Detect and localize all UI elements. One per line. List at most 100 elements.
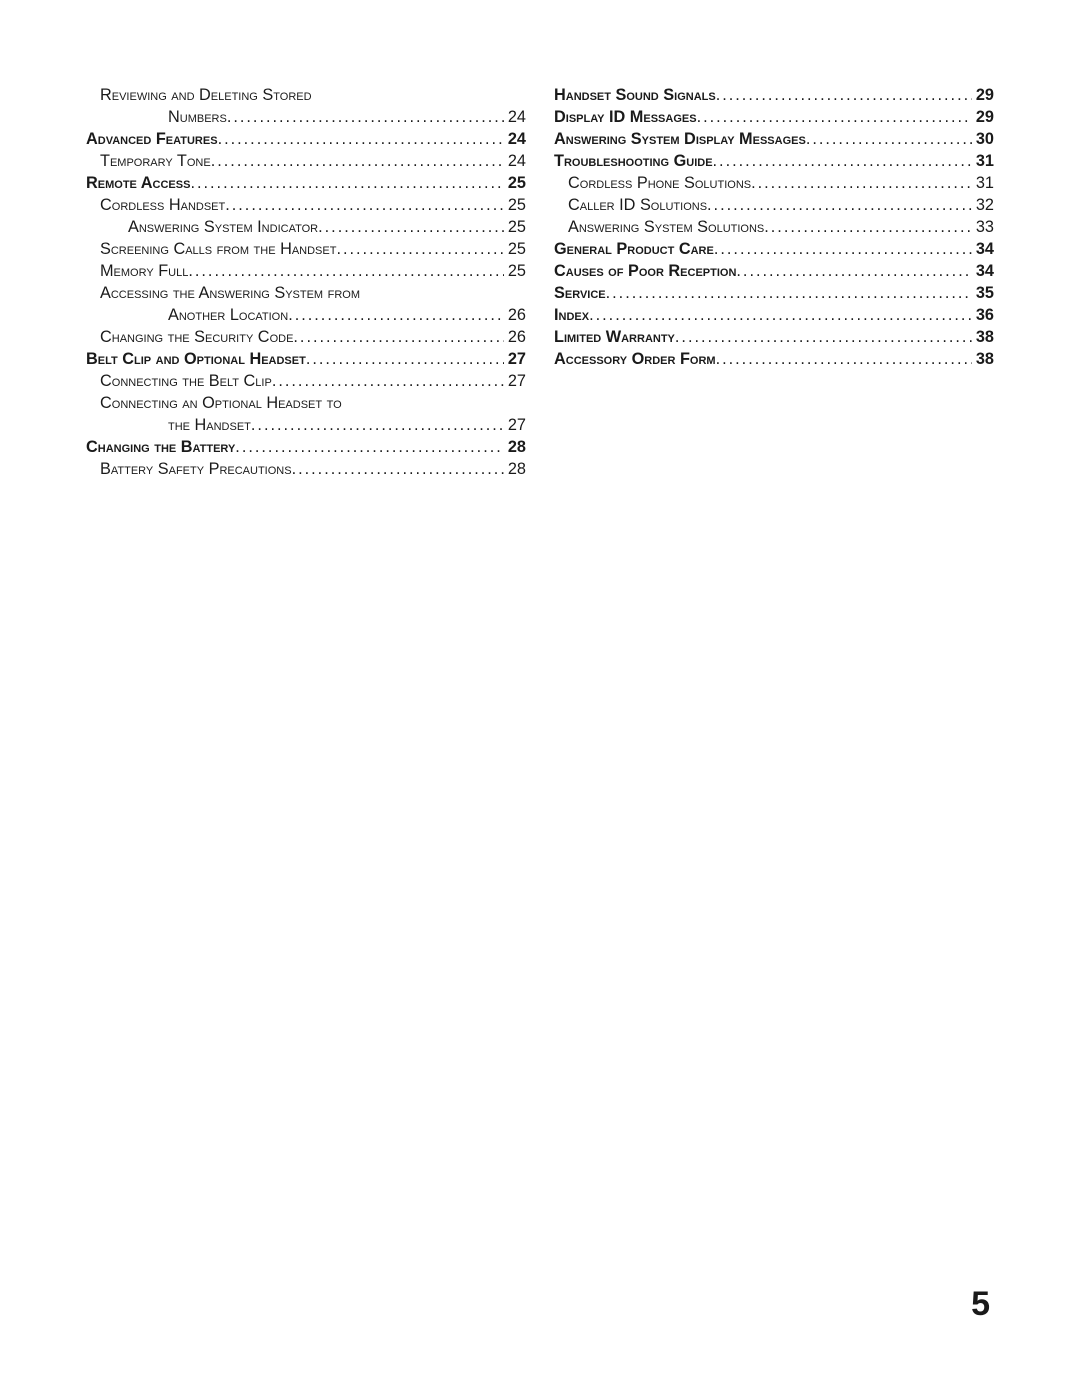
toc-leader (225, 194, 504, 216)
toc-entry: General Product Care 34 (554, 238, 994, 260)
toc-leader (589, 304, 972, 326)
toc-entry: Accessing the Answering System from (86, 282, 526, 304)
toc-entry-text: Display ID Messages (554, 106, 697, 128)
toc-entry-text: Remote Access (86, 172, 190, 194)
toc-entry-page: 24 (504, 150, 526, 172)
toc-entry-text: Connecting an Optional Headset to (100, 392, 342, 414)
toc-leader (272, 370, 504, 392)
toc-entry-page: 24 (504, 106, 526, 128)
toc-entry-page: 28 (504, 436, 526, 458)
toc-entry-text: Handset Sound Signals (554, 84, 716, 106)
toc-column-right: Handset Sound Signals 29Display ID Messa… (554, 84, 994, 480)
toc-leader (218, 128, 504, 150)
toc-entry: the Handset 27 (86, 414, 526, 436)
toc-leader (190, 172, 503, 194)
toc-entry: Advanced Features 24 (86, 128, 526, 150)
toc-entry: Remote Access 25 (86, 172, 526, 194)
toc-entry: Index 36 (554, 304, 994, 326)
toc-entry-page: 29 (972, 106, 994, 128)
toc-leader (251, 414, 504, 436)
toc-entry: Temporary Tone 24 (86, 150, 526, 172)
toc-entry: Answering System Indicator 25 (86, 216, 526, 238)
toc-entry-text: Changing the Security Code (100, 326, 293, 348)
toc-entry-page: 31 (972, 150, 994, 172)
toc-entry-text: Battery Safety Precautions (100, 458, 292, 480)
toc-leader (235, 436, 504, 458)
toc-leader (293, 326, 503, 348)
toc-entry-page: 28 (504, 458, 526, 480)
toc-entry-text: Accessory Order Form (554, 348, 716, 370)
toc-entry-text: Limited Warranty (554, 326, 675, 348)
toc-entry-page: 25 (504, 260, 526, 282)
toc-entry: Battery Safety Precautions 28 (86, 458, 526, 480)
toc-entry-page: 29 (972, 84, 994, 106)
toc-entry-text: Another Location (168, 304, 288, 326)
toc-entry-page: 27 (504, 348, 526, 370)
toc-entry: Belt Clip and Optional Headset 27 (86, 348, 526, 370)
toc-entry-page: 35 (972, 282, 994, 304)
toc-entry-text: Caller ID Solutions (568, 194, 707, 216)
toc-entry: Memory Full 25 (86, 260, 526, 282)
toc-entry-text: Answering System Solutions (568, 216, 764, 238)
toc-entry-page: 25 (504, 216, 526, 238)
toc-leader (318, 216, 504, 238)
toc-entry-page: 34 (972, 238, 994, 260)
toc-entry: Another Location 26 (86, 304, 526, 326)
toc-leader (697, 106, 972, 128)
toc-entry-text: General Product Care (554, 238, 714, 260)
toc-column-left: Reviewing and Deleting StoredNumbers 24A… (86, 84, 526, 480)
toc-entry-page: 25 (504, 194, 526, 216)
toc-leader (606, 282, 972, 304)
toc-leader (751, 172, 972, 194)
toc-leader (716, 84, 972, 106)
toc-entry: Connecting an Optional Headset to (86, 392, 526, 414)
toc-leader (227, 106, 504, 128)
toc-entry-text: Troubleshooting Guide (554, 150, 713, 172)
toc-leader (288, 304, 504, 326)
toc-entry-page: 25 (504, 172, 526, 194)
toc-entry-text: Numbers (168, 106, 227, 128)
toc-entry: Numbers 24 (86, 106, 526, 128)
toc-entry: Display ID Messages 29 (554, 106, 994, 128)
toc-leader (211, 150, 504, 172)
toc-entry-page: 33 (972, 216, 994, 238)
toc-entry-text: Answering System Display Messages (554, 128, 806, 150)
toc-leader (806, 128, 972, 150)
toc-entry-text: the Handset (168, 414, 251, 436)
toc-entry-page: 31 (972, 172, 994, 194)
toc-entry-text: Screening Calls from the Handset (100, 238, 336, 260)
toc-leader (675, 326, 972, 348)
toc-leader (716, 348, 972, 370)
toc-entry: Changing the Battery 28 (86, 436, 526, 458)
toc-entry: Caller ID Solutions 32 (554, 194, 994, 216)
toc-entry-page: 34 (972, 260, 994, 282)
toc-entry: Cordless Phone Solutions 31 (554, 172, 994, 194)
toc-entry-page: 27 (504, 370, 526, 392)
toc-leader (292, 458, 504, 480)
toc-entry-text: Index (554, 304, 589, 326)
toc-entry-page: 30 (972, 128, 994, 150)
toc-content: Reviewing and Deleting StoredNumbers 24A… (86, 84, 994, 480)
toc-entry-text: Memory Full (100, 260, 188, 282)
toc-leader (336, 238, 503, 260)
toc-entry-page: 26 (504, 304, 526, 326)
toc-entry-page: 25 (504, 238, 526, 260)
toc-leader (713, 150, 972, 172)
toc-entry: Answering System Solutions 33 (554, 216, 994, 238)
toc-entry-text: Reviewing and Deleting Stored (100, 84, 312, 106)
toc-entry-text: Cordless Phone Solutions (568, 172, 751, 194)
toc-leader (764, 216, 972, 238)
toc-entry: Service 35 (554, 282, 994, 304)
toc-entry-page: 38 (972, 348, 994, 370)
toc-entry-text: Causes of Poor Reception (554, 260, 736, 282)
page-number: 5 (971, 1285, 990, 1324)
toc-leader (188, 260, 504, 282)
toc-entry: Causes of Poor Reception 34 (554, 260, 994, 282)
toc-entry-text: Service (554, 282, 606, 304)
toc-leader (736, 260, 971, 282)
toc-entry: Limited Warranty 38 (554, 326, 994, 348)
toc-entry: Changing the Security Code 26 (86, 326, 526, 348)
toc-entry: Handset Sound Signals 29 (554, 84, 994, 106)
toc-entry-page: 32 (972, 194, 994, 216)
toc-entry-page: 36 (972, 304, 994, 326)
